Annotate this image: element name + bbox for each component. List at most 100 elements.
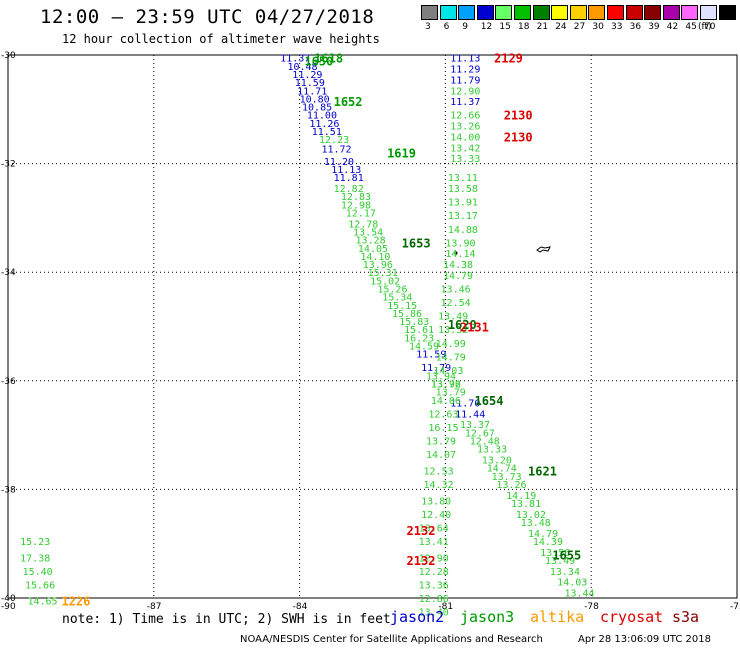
wave-height-label: 10.48 (287, 62, 317, 73)
wave-height-label: 12.63 (428, 409, 458, 420)
scale-label: 27 (573, 22, 586, 32)
wave-height-label: 11.81 (334, 173, 364, 184)
wave-height-label: 11.29 (450, 65, 480, 76)
pass-time-label: 1620 (448, 318, 477, 332)
lat-tick-label: -36 (1, 377, 16, 387)
wave-height-label: 13.36 (419, 580, 449, 591)
wave-height-label: 17.38 (20, 553, 50, 564)
wave-height-label: 12.82 (334, 184, 364, 195)
wave-height-label: 13.79 (426, 437, 456, 448)
pass-time-label: 2131 (460, 321, 489, 335)
wave-height-label: 13.91 (448, 198, 478, 209)
scale-swatch (588, 5, 606, 20)
wave-height-label: 14.06 (431, 396, 461, 407)
lat-tick-label: -32 (1, 160, 16, 170)
wave-height-label: 11.79 (450, 75, 480, 86)
scale-swatch (495, 5, 513, 20)
wave-height-label: 13.94 (426, 371, 456, 382)
wave-height-label: 15.02 (370, 276, 400, 287)
wave-height-label: 13.26 (496, 480, 526, 491)
wave-height-label: 15.86 (392, 309, 422, 320)
wave-height-label: 12.98 (341, 200, 371, 211)
page-title: 12:00 — 23:59 UTC 04/27/2018 (40, 6, 375, 28)
wave-height-label: 13.90 (445, 238, 475, 249)
lat-tick-label: -34 (1, 268, 16, 278)
scale-unit-label: (ft) (698, 22, 712, 32)
scale-label: 9 (462, 22, 468, 32)
scale-label: 39 (648, 22, 660, 32)
scale-swatch (607, 5, 624, 20)
wave-height-label: 13.49 (545, 556, 575, 567)
lat-tick-label: -40 (1, 594, 16, 604)
wave-height-label: 11.37 (280, 54, 310, 65)
scale-label: 33 (611, 22, 623, 32)
scale-swatch (569, 5, 587, 20)
wave-height-label: 14.14 (445, 249, 475, 260)
wave-height-label: 15.26 (377, 284, 407, 295)
map-subtitle: 12 hour collection of altimeter wave hei… (62, 32, 380, 46)
wave-height-label: 12.54 (441, 298, 471, 309)
scale-swatch (644, 5, 662, 20)
wave-height-label: 11.71 (297, 86, 327, 97)
wave-height-label: 13.81 (511, 499, 541, 510)
wave-height-label: 13.52 (438, 325, 468, 336)
scale-label: 6 (443, 22, 450, 32)
wave-height-label: 12.83 (341, 192, 371, 203)
wave-height-label: 11.72 (321, 144, 351, 155)
wave-height-label: 14.03 (557, 578, 587, 589)
wave-height-label: 13.26 (450, 122, 480, 133)
scale-swatch (662, 5, 680, 20)
wave-height-label: 12.48 (470, 437, 500, 448)
pass-time-label: 2129 (494, 52, 523, 66)
wave-height-label: 13.64 (419, 523, 449, 534)
pass-time-label: 1652 (334, 95, 363, 109)
scale-label: 30 (592, 22, 604, 32)
wave-height-label: 16.23 (404, 333, 434, 344)
scale-swatch (439, 5, 457, 20)
wave-height-label: 14.59 (409, 342, 439, 353)
lon-tick-label: -90 (1, 602, 16, 612)
wave-height-label: 11.00 (307, 111, 337, 122)
scale-swatch (514, 5, 531, 20)
wave-height-label: 11.29 (292, 70, 322, 81)
scale-label: 24 (555, 22, 567, 32)
scale-swatch (551, 5, 569, 20)
lon-tick-label: -75 (730, 602, 740, 612)
wave-height-label: 13.33 (477, 445, 507, 456)
wave-height-label: 13.42 (450, 143, 480, 154)
scale-swatch (532, 5, 550, 20)
island-dot (454, 251, 458, 255)
wave-height-label: 12.67 (465, 428, 495, 439)
scale-label: 45 (685, 22, 697, 32)
wave-height-label: 12.78 (348, 219, 378, 230)
wave-height-label: 13.44 (564, 589, 594, 600)
pass-time-label: 1650 (304, 54, 333, 68)
wave-height-label: 14.38 (443, 260, 473, 271)
wave-height-label: 11.59 (295, 78, 325, 89)
scale-swatch (421, 5, 438, 20)
lat-tick-label: -38 (1, 485, 16, 495)
scale-label: 21 (536, 22, 549, 32)
wave-height-label: 13.58 (448, 184, 478, 195)
lon-tick-label: -87 (147, 602, 162, 612)
pass-time-label: 2130 (504, 109, 533, 123)
wave-height-label: 12.90 (450, 86, 480, 97)
wave-height-label: 14.79 (443, 271, 473, 282)
wave-height-label: 13.20 (482, 456, 512, 467)
scale-label: 42 (666, 22, 679, 32)
wave-height-label: 15.34 (382, 293, 412, 304)
wave-height-label: 14.65 (27, 597, 57, 608)
wave-height-label: 11.79 (421, 363, 451, 374)
scale-swatch (476, 5, 494, 20)
wave-height-label: 15.66 (25, 580, 55, 591)
pass-time-label: 1653 (402, 236, 431, 250)
wave-height-label: 15.15 (387, 301, 417, 312)
lon-tick-label: -78 (584, 602, 599, 612)
wave-height-label: 14.79 (528, 529, 558, 540)
wave-height-label: 13.96 (363, 260, 393, 271)
wave-height-label: 13.56 (540, 548, 570, 559)
wave-height-label: 11.37 (450, 97, 480, 108)
wave-height-label: 13.37 (460, 420, 490, 431)
wave-height-label: 11.70 (450, 399, 480, 410)
